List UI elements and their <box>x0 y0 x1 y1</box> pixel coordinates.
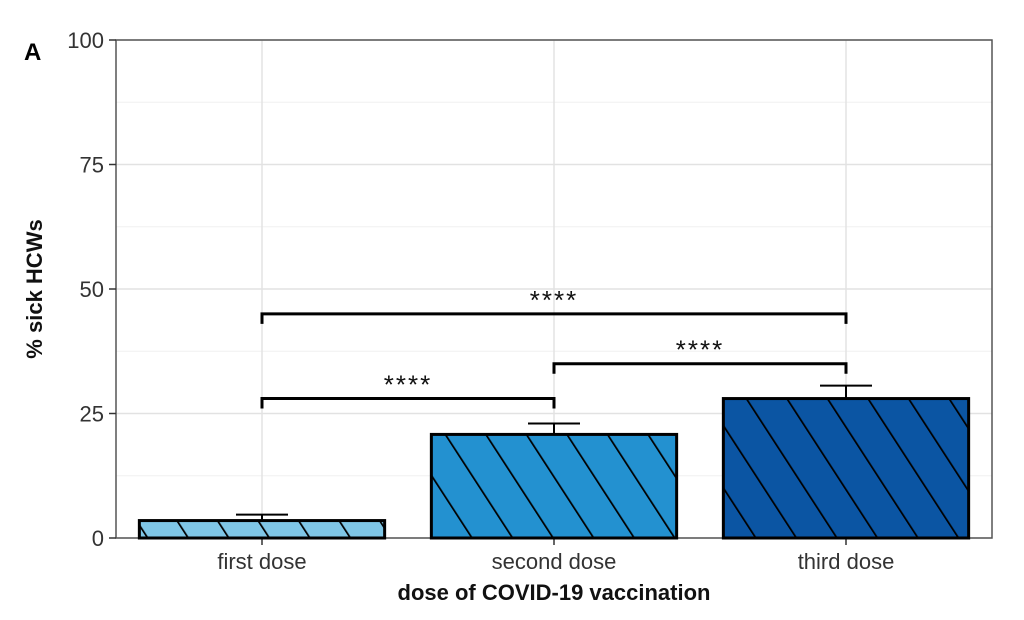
y-tick-label: 0 <box>92 526 104 551</box>
y-tick-label: 50 <box>80 277 104 302</box>
significance-label: **** <box>384 370 432 400</box>
panel-label: A <box>24 39 41 66</box>
x-tick-label: first dose <box>217 549 306 574</box>
x-axis-title: dose of COVID-19 vaccination <box>398 580 711 605</box>
x-axis: first dose second dose third dose <box>217 538 894 574</box>
significance-bracket <box>552 362 848 374</box>
y-axis-title: % sick HCWs <box>22 219 47 358</box>
significance-bracket <box>260 312 848 324</box>
bars <box>137 397 971 540</box>
y-tick-label: 75 <box>80 153 104 178</box>
significance-label: **** <box>676 335 724 365</box>
x-tick-label: third dose <box>798 549 895 574</box>
significance-label: **** <box>530 285 578 315</box>
x-tick-label: second dose <box>492 549 617 574</box>
y-tick-label: 25 <box>80 402 104 427</box>
bar-hatch <box>139 520 385 538</box>
significance-brackets: **** **** **** <box>260 285 848 409</box>
significance-bracket <box>260 397 556 409</box>
y-axis: 0 25 50 75 100 <box>67 28 116 551</box>
bar-hatch <box>723 398 969 538</box>
bar-hatch <box>431 434 677 538</box>
y-tick-label: 100 <box>67 28 104 53</box>
error-bars <box>236 384 872 521</box>
